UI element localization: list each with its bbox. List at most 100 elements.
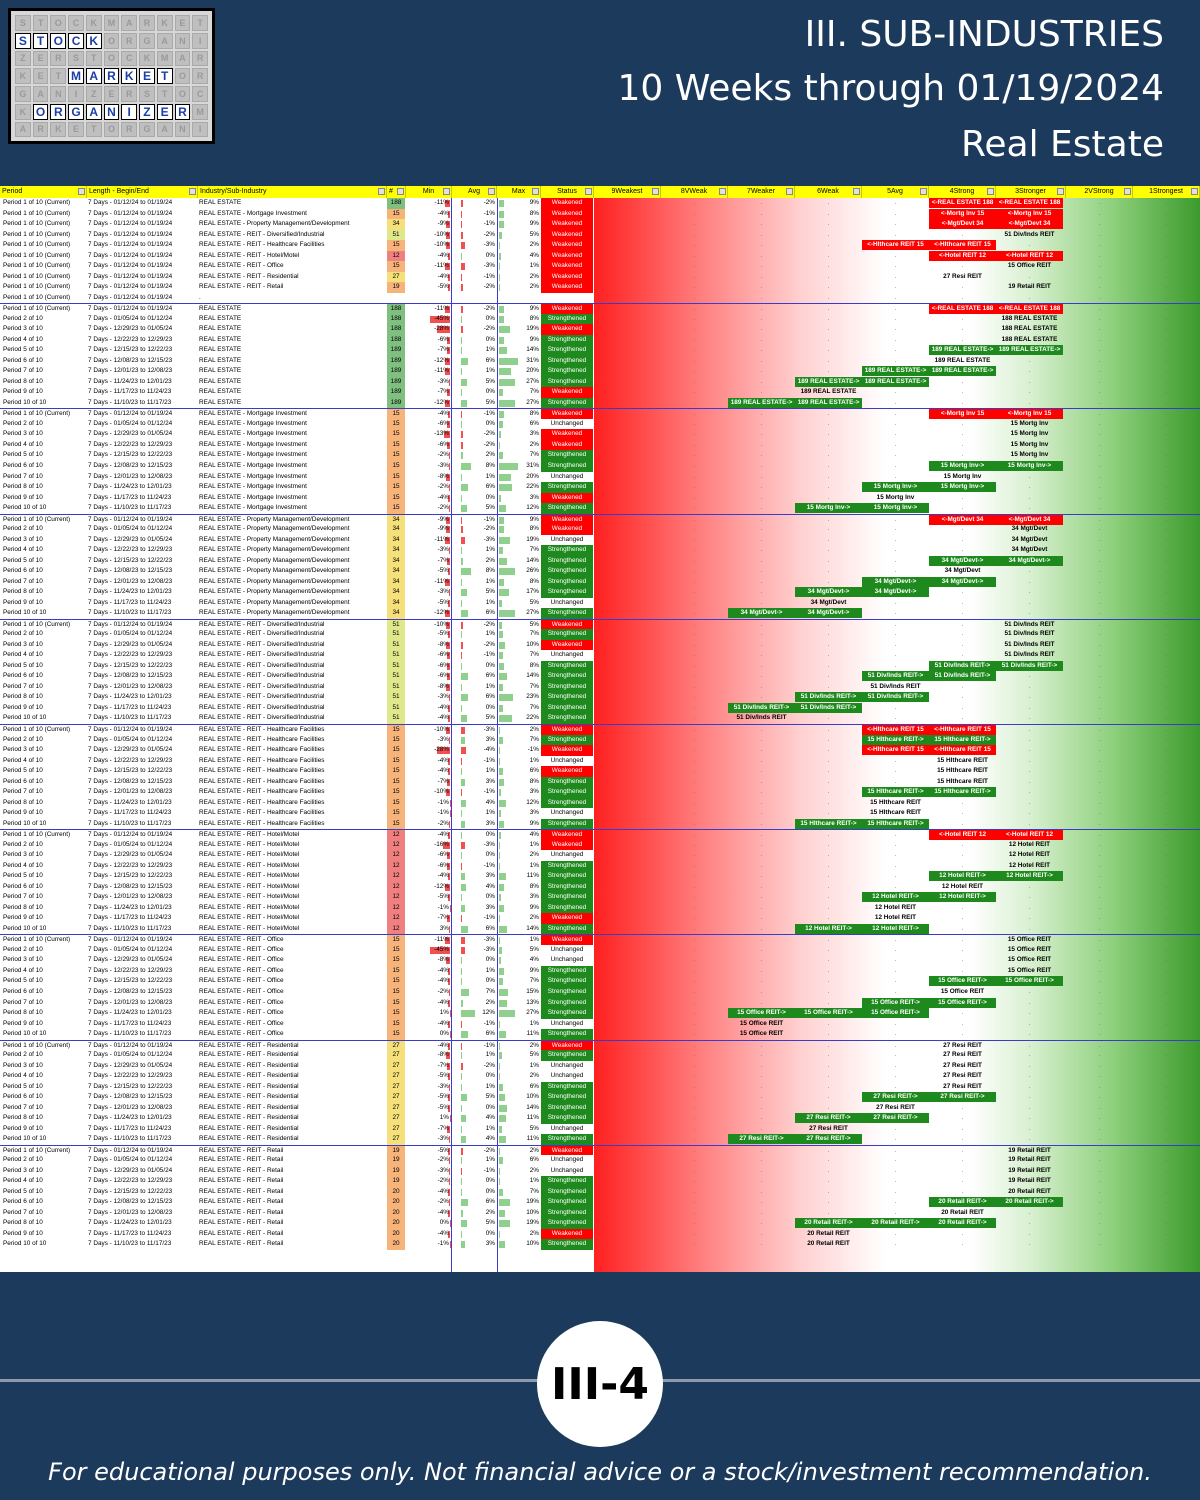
status-badge: Strengthened xyxy=(541,566,593,577)
logo-letter: T xyxy=(32,32,49,49)
status-badge: Unchanged xyxy=(541,808,593,819)
table-row: Period 1 of 10 (Current) 7 Days - 01/12/2… xyxy=(0,261,1200,272)
column-header[interactable]: 8VWeak xyxy=(661,186,728,198)
min-cell: -6% xyxy=(437,672,449,680)
length-cell: 7 Days - 12/01/23 to 12/08/23 xyxy=(88,998,173,1006)
min-cell: -12% xyxy=(434,398,449,406)
column-header[interactable]: # xyxy=(387,186,406,198)
period-cell: Period 4 of 10 xyxy=(3,651,43,659)
strength-marker: 188 REAL ESTATE xyxy=(1001,314,1058,322)
column-header[interactable]: Min xyxy=(406,186,452,198)
max-cell: 20% xyxy=(526,367,539,375)
bucket-dot: . xyxy=(827,736,830,743)
min-cell: -9% xyxy=(437,220,449,228)
avg-cell: -1% xyxy=(483,410,495,418)
table-row: Period 2 of 10 7 Days - 01/05/24 to 01/12… xyxy=(0,944,1200,956)
column-header[interactable]: Avg xyxy=(452,186,497,198)
period-cell: Period 5 of 10 xyxy=(3,1082,43,1090)
length-cell: 7 Days - 12/29/23 to 01/05/24 xyxy=(88,956,173,964)
filter-dropdown-icon[interactable] xyxy=(78,188,85,195)
filter-dropdown-icon[interactable] xyxy=(585,188,592,195)
bucket-dot: . xyxy=(760,284,763,291)
min-cell: -8% xyxy=(437,956,449,964)
column-header[interactable]: Status xyxy=(541,186,594,198)
filter-dropdown-icon[interactable] xyxy=(1057,188,1064,195)
filter-dropdown-icon[interactable] xyxy=(397,188,404,195)
column-header[interactable]: 3Stronger xyxy=(996,186,1066,198)
bucket-dot: . xyxy=(827,347,830,354)
bucket-dot: . xyxy=(693,736,696,743)
filter-dropdown-icon[interactable] xyxy=(719,188,726,195)
status-badge: Weakened xyxy=(541,282,593,293)
status-badge: Unchanged xyxy=(541,1060,593,1072)
period-cell: Period 1 of 10 (Current) xyxy=(3,936,71,944)
column-header[interactable]: 9Weakest xyxy=(594,186,661,198)
bucket-dot: . xyxy=(760,441,763,448)
filter-dropdown-icon[interactable] xyxy=(987,188,994,195)
length-cell: 7 Days - 12/01/23 to 12/08/23 xyxy=(88,472,173,480)
avg-cell: 5% xyxy=(485,377,495,385)
filter-dropdown-icon[interactable] xyxy=(378,188,385,195)
logo-letter: C xyxy=(68,32,84,49)
bucket-dot: . xyxy=(1165,1010,1168,1017)
max-cell: 7% xyxy=(529,630,539,638)
filter-dropdown-icon[interactable] xyxy=(189,188,196,195)
strength-marker: 15 Office REIT-> xyxy=(795,1008,862,1019)
min-bar xyxy=(449,810,451,818)
min-cell: -1% xyxy=(437,903,449,911)
bucket-dot: . xyxy=(693,315,696,322)
filter-dropdown-icon[interactable] xyxy=(488,188,495,195)
period-cell: Period 1 of 10 (Current) xyxy=(3,199,71,206)
bucket-dot: . xyxy=(1165,473,1168,480)
column-header[interactable]: Max xyxy=(497,186,541,198)
avg-bar xyxy=(461,357,469,365)
column-header[interactable]: Industry/Sub-Industry xyxy=(198,186,387,198)
period-cell: Period 10 of 10 xyxy=(3,1240,47,1248)
bucket-dot: . xyxy=(626,652,629,659)
bucket-dot: . xyxy=(894,420,897,427)
column-header[interactable]: 7Weaker xyxy=(728,186,795,198)
bucket-dot: . xyxy=(1165,610,1168,617)
strength-marker: 188 REAL ESTATE xyxy=(1001,335,1058,343)
industry-cell: REAL ESTATE - Mortgage Investment xyxy=(199,419,307,427)
bucket-dot: . xyxy=(1165,1188,1168,1195)
column-header[interactable]: 1Strongest xyxy=(1133,186,1200,198)
filter-dropdown-icon[interactable] xyxy=(652,188,659,195)
bucket-dot: . xyxy=(827,420,830,427)
min-cell: -12% xyxy=(434,882,449,890)
bucket-dot: . xyxy=(693,631,696,638)
bucket-dot: . xyxy=(760,736,763,743)
column-header[interactable]: 6Weak xyxy=(795,186,862,198)
period-cell: Period 8 of 10 xyxy=(3,1114,43,1122)
filter-dropdown-icon[interactable] xyxy=(443,188,450,195)
bucket-dot: . xyxy=(894,326,897,333)
column-header[interactable]: Length - Begin/End xyxy=(87,186,198,198)
max-bar xyxy=(499,505,507,513)
filter-dropdown-icon[interactable] xyxy=(786,188,793,195)
table-row: Period 8 of 10 7 Days - 11/24/23 to 12/01… xyxy=(0,1113,1200,1124)
avg-bar xyxy=(461,378,467,386)
filter-dropdown-icon[interactable] xyxy=(532,188,539,195)
period-cell: Period 1 of 10 (Current) xyxy=(3,726,71,733)
column-header[interactable]: 2VStrong xyxy=(1066,186,1133,198)
bucket-dot: . xyxy=(760,1230,763,1237)
avg-cell: -1% xyxy=(483,220,495,228)
bucket-dot: . xyxy=(760,273,763,280)
bucket-dot: . xyxy=(827,389,830,396)
column-header[interactable]: Period xyxy=(0,186,87,198)
filter-dropdown-icon[interactable] xyxy=(1124,188,1131,195)
bucket-dot: . xyxy=(693,1147,696,1154)
column-header[interactable]: 5Avg xyxy=(862,186,929,198)
bucket-dot: . xyxy=(894,757,897,764)
column-header[interactable]: 4Strong xyxy=(929,186,996,198)
logo-tile: E xyxy=(103,86,120,102)
avg-bar xyxy=(461,915,463,923)
filter-dropdown-icon[interactable] xyxy=(1191,188,1198,195)
bucket-dot: . xyxy=(693,683,696,690)
bucket-dot: . xyxy=(894,967,897,974)
min-cell: -8% xyxy=(437,682,449,690)
length-cell: 7 Days - 12/22/23 to 12/29/23 xyxy=(88,861,173,869)
bucket-dot: . xyxy=(1028,389,1031,396)
filter-dropdown-icon[interactable] xyxy=(920,188,927,195)
filter-dropdown-icon[interactable] xyxy=(853,188,860,195)
